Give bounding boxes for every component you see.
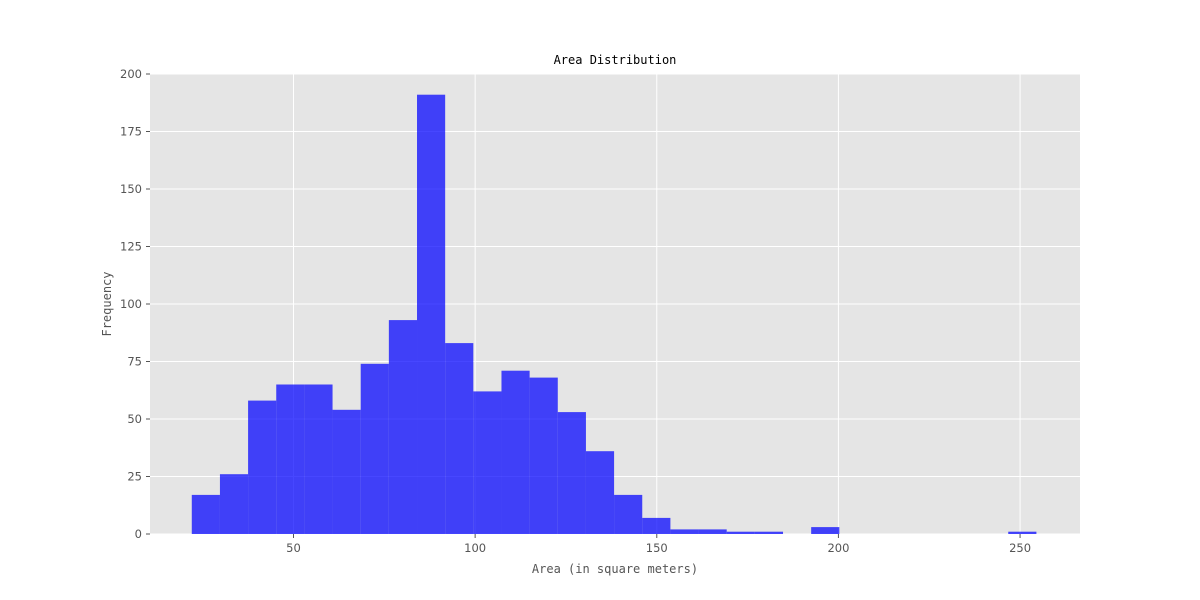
histogram-bar <box>388 320 418 534</box>
histogram-bar <box>445 343 474 534</box>
x-tick-label: 100 <box>464 541 486 555</box>
histogram-bar <box>219 474 249 534</box>
x-tick-label: 250 <box>1009 541 1031 555</box>
histogram-bar <box>811 527 840 534</box>
y-axis: 0 25 50 75 100 125 150 175 200 <box>120 67 150 541</box>
x-tick-label: 50 <box>286 541 301 555</box>
histogram-bar <box>332 409 361 534</box>
histogram-bar <box>417 94 446 534</box>
x-axis: 50 100 150 200 250 <box>286 534 1031 555</box>
y-tick-label: 125 <box>120 240 142 254</box>
y-tick-label: 75 <box>127 355 142 369</box>
histogram-bar <box>698 529 727 534</box>
y-tick-label: 0 <box>135 527 142 541</box>
chart-title: Area Distribution <box>554 53 677 67</box>
histogram-bar <box>473 391 502 534</box>
y-tick-label: 175 <box>120 125 142 139</box>
histogram-bar <box>726 531 755 534</box>
histogram-bar <box>529 377 558 534</box>
x-tick-label: 150 <box>646 541 668 555</box>
y-tick-label: 50 <box>127 412 142 426</box>
y-tick-label: 150 <box>120 182 142 196</box>
histogram-bar <box>501 370 530 534</box>
y-tick-label: 25 <box>127 470 142 484</box>
histogram-bar <box>585 451 615 534</box>
histogram-bar <box>1008 531 1037 534</box>
histogram-bar <box>276 384 305 534</box>
histogram-bars <box>191 94 1037 534</box>
histogram-bar <box>614 494 643 534</box>
x-tick-label: 200 <box>827 541 849 555</box>
histogram-bar <box>360 363 389 534</box>
histogram-bar <box>754 531 784 534</box>
histogram-bar <box>191 494 220 534</box>
y-axis-label: Frequency <box>100 271 114 336</box>
histogram-bar <box>304 384 333 534</box>
histogram-bar <box>557 412 586 534</box>
histogram-bar <box>642 517 671 534</box>
histogram-bar <box>248 400 277 534</box>
histogram-bar <box>670 529 699 534</box>
y-tick-label: 200 <box>120 67 142 81</box>
y-tick-label: 100 <box>120 297 142 311</box>
x-axis-label: Area (in square meters) <box>532 562 698 576</box>
